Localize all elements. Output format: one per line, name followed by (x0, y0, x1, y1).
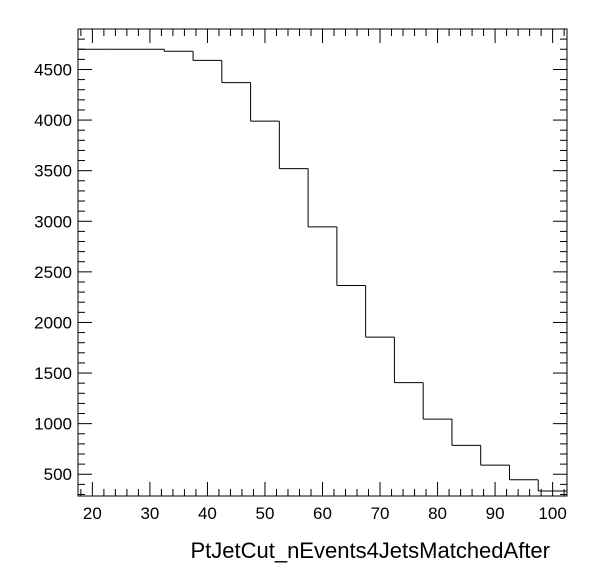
x-tick-label: 60 (313, 504, 332, 523)
y-tick-label: 3000 (34, 212, 72, 231)
y-tick-label: 1500 (34, 364, 72, 383)
y-tick-label: 1000 (34, 415, 72, 434)
x-tick-label: 30 (140, 504, 159, 523)
x-tick-label: 40 (198, 504, 217, 523)
y-tick-label: 4000 (34, 111, 72, 130)
histogram-bins (78, 48, 567, 492)
y-tick-labels: 500 1000 1500 2000 2500 3000 3500 4000 4500 (34, 60, 72, 484)
x-tick-label: 100 (538, 504, 566, 523)
plot-frame (77, 28, 568, 497)
x-tick-label: 90 (486, 504, 505, 523)
x-tick-label: 20 (83, 504, 102, 523)
y-tick-label: 2500 (34, 263, 72, 282)
y-tick-label: 500 (44, 465, 72, 484)
y-tick-label: 4500 (34, 60, 72, 79)
axis-ticks (78, 28, 567, 496)
x-tick-label: 50 (256, 504, 275, 523)
x-tick-label: 80 (428, 504, 447, 523)
y-tick-label: 2000 (34, 313, 72, 332)
x-tick-label: 70 (371, 504, 390, 523)
y-tick-label: 3500 (34, 162, 72, 181)
x-axis-title: PtJetCut_nEvents4JetsMatchedAfter (190, 538, 550, 563)
x-tick-labels: 20 30 40 50 60 70 80 90 100 (83, 504, 567, 523)
